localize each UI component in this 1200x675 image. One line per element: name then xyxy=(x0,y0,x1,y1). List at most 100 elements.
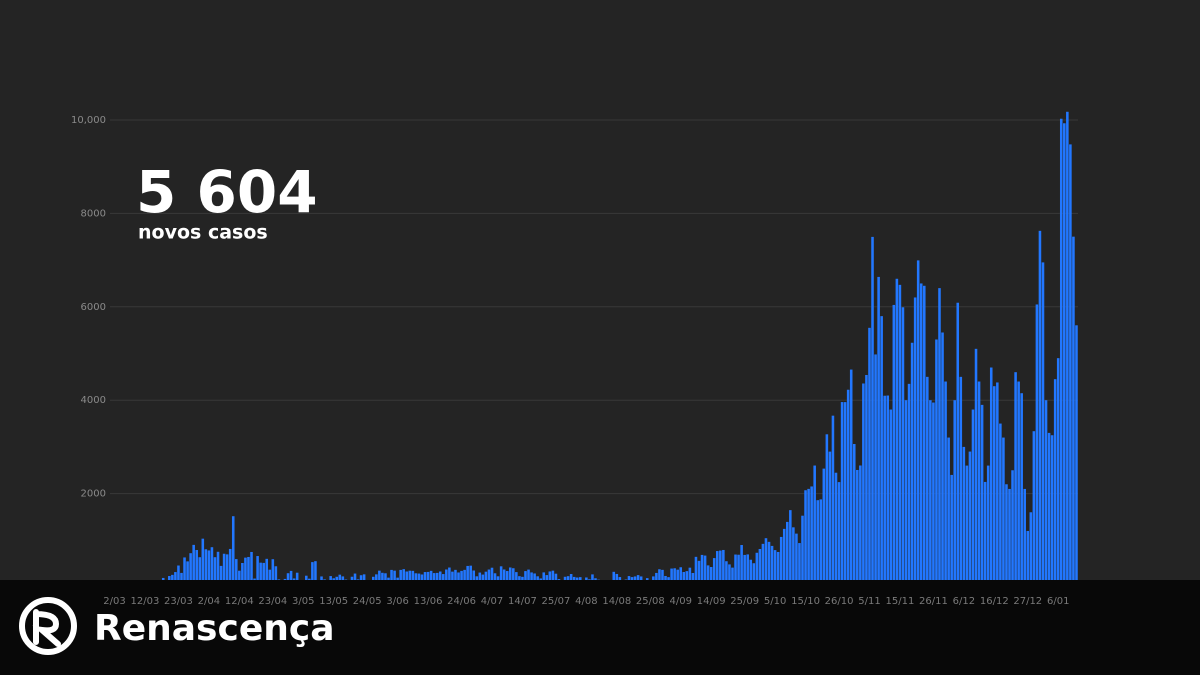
x-tick-label: 25/07 xyxy=(542,596,571,607)
bar xyxy=(499,566,503,587)
bar xyxy=(916,260,920,587)
x-tick-label: 24/05 xyxy=(353,596,382,607)
bar xyxy=(880,316,883,587)
x-tick-label: 27/12 xyxy=(1013,596,1042,607)
bar xyxy=(682,572,686,587)
bar xyxy=(770,545,774,587)
bar xyxy=(457,572,460,587)
bar xyxy=(840,402,844,587)
bar xyxy=(222,553,226,587)
y-tick-label: 4000 xyxy=(81,395,106,406)
bar xyxy=(865,374,868,587)
bar xyxy=(685,571,689,587)
bar xyxy=(228,548,232,587)
bar xyxy=(542,572,546,587)
bar xyxy=(244,557,247,587)
footer-band xyxy=(0,580,1200,675)
bar xyxy=(956,302,960,587)
bar xyxy=(469,565,472,587)
bar xyxy=(719,550,722,587)
bar xyxy=(898,284,902,587)
bar xyxy=(825,434,829,587)
bar xyxy=(786,521,789,587)
x-tick-label: 6/01 xyxy=(1047,596,1069,607)
bar xyxy=(314,561,317,587)
bar xyxy=(755,552,759,587)
bar xyxy=(174,572,177,587)
bar xyxy=(515,572,518,587)
bar xyxy=(661,569,664,587)
bar xyxy=(709,567,713,587)
bar xyxy=(1041,262,1045,587)
bar xyxy=(743,554,746,587)
bar xyxy=(773,550,777,587)
bar xyxy=(408,570,412,587)
bar xyxy=(1066,111,1069,588)
bar xyxy=(231,516,235,587)
bar xyxy=(311,562,314,587)
bar xyxy=(944,381,947,587)
bar xyxy=(256,556,259,587)
y-tick-label: 6000 xyxy=(81,302,106,313)
bar xyxy=(691,572,695,587)
bar xyxy=(789,510,792,587)
bar xyxy=(484,571,488,587)
bar xyxy=(1029,512,1033,587)
bar xyxy=(177,565,180,587)
bar xyxy=(989,367,993,587)
x-tick-label: 23/03 xyxy=(164,596,193,607)
bar xyxy=(451,571,454,587)
bar xyxy=(423,572,427,587)
x-tick-label: 12/04 xyxy=(225,596,254,607)
x-tick-label: 26/10 xyxy=(825,596,854,607)
bar xyxy=(1035,304,1039,587)
bar xyxy=(996,382,999,587)
bar xyxy=(399,569,402,587)
y-tick-label: 2000 xyxy=(81,489,106,500)
bar xyxy=(910,342,914,587)
bar xyxy=(968,451,972,587)
bar xyxy=(1023,488,1027,587)
bar xyxy=(822,468,826,587)
bar xyxy=(207,550,211,587)
bar xyxy=(843,402,847,587)
headline-label: novos casos xyxy=(138,222,268,244)
bar xyxy=(1059,118,1063,587)
bar xyxy=(846,389,850,587)
bar xyxy=(868,327,871,587)
bar xyxy=(192,544,195,587)
bar xyxy=(819,499,823,587)
bar xyxy=(849,369,853,587)
bar xyxy=(247,556,250,587)
bar xyxy=(1026,530,1030,587)
bar xyxy=(1002,437,1005,587)
bar xyxy=(445,569,448,587)
x-tick-label: 14/09 xyxy=(697,596,726,607)
bar xyxy=(779,536,783,587)
brand-name: Renascença xyxy=(94,608,335,649)
bar xyxy=(886,395,890,587)
x-tick-label: 23/04 xyxy=(258,596,287,607)
bar xyxy=(913,297,917,587)
y-tick-label: 8000 xyxy=(81,208,106,219)
x-tick-label: 12/03 xyxy=(131,596,160,607)
bar xyxy=(225,554,229,587)
bar xyxy=(740,545,743,587)
bar xyxy=(959,376,963,587)
bar xyxy=(831,415,835,587)
bar xyxy=(706,565,710,587)
bar xyxy=(703,555,707,587)
x-tick-label: 2/03 xyxy=(103,596,125,607)
bar xyxy=(1014,372,1017,587)
bar xyxy=(502,569,506,587)
bar xyxy=(426,571,430,587)
bar xyxy=(715,551,719,587)
bar xyxy=(393,570,396,587)
bar xyxy=(1038,230,1042,588)
x-tick-label: 25/08 xyxy=(636,596,665,607)
bar xyxy=(947,437,950,587)
bar xyxy=(1075,325,1078,587)
x-tick-label: 24/06 xyxy=(447,596,476,607)
